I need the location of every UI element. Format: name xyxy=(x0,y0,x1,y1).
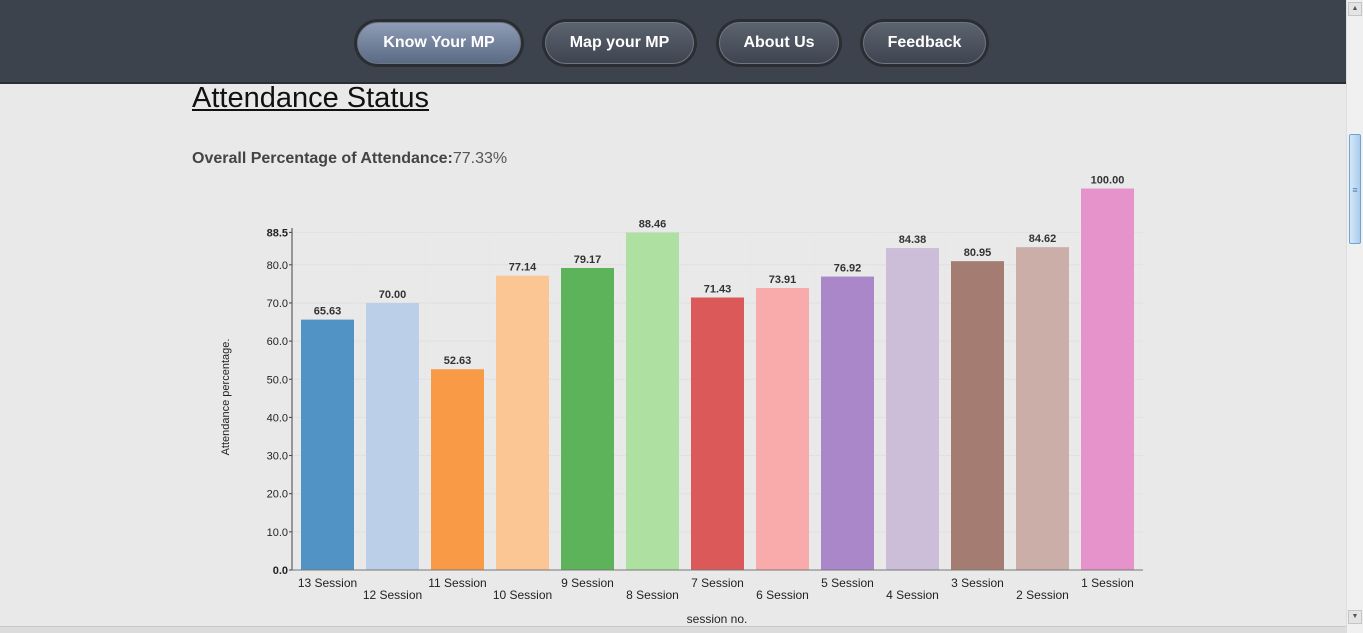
x-tick-label: 6 Session xyxy=(756,588,809,602)
data-label: 73.91 xyxy=(769,274,797,286)
nav-feedback-label: Feedback xyxy=(863,22,986,64)
bar xyxy=(886,248,939,570)
data-label: 76.92 xyxy=(834,263,862,275)
nav-map-your-mp-label: Map your MP xyxy=(545,22,694,64)
top-navigation: Know Your MP Map your MP About Us Feedba… xyxy=(0,0,1346,84)
bar xyxy=(496,275,549,570)
data-label: 80.95 xyxy=(964,247,992,259)
y-tick-label: 88.5 xyxy=(267,227,288,239)
x-tick-label: 1 Session xyxy=(1081,576,1134,590)
vertical-scrollbar[interactable]: ▲ ≡ ▼ xyxy=(1346,0,1363,633)
bar xyxy=(431,369,484,570)
bar xyxy=(1016,247,1069,571)
data-label: 71.43 xyxy=(704,283,732,295)
bar xyxy=(1081,188,1134,570)
x-tick-label: 11 Session xyxy=(428,576,486,590)
bar xyxy=(691,297,744,570)
y-tick-label: 30.0 xyxy=(267,451,288,463)
y-tick-label: 50.0 xyxy=(267,374,288,386)
x-tick-label: 12 Session xyxy=(363,588,422,602)
data-label: 70.00 xyxy=(379,289,407,301)
y-tick-label: 60.0 xyxy=(267,336,288,348)
bar xyxy=(561,267,614,570)
data-label: 77.14 xyxy=(509,262,537,274)
x-tick-label: 4 Session xyxy=(886,588,939,602)
bar xyxy=(756,288,809,570)
data-label: 65.63 xyxy=(314,306,342,318)
overall-attendance-label: Overall Percentage of Attendance: xyxy=(192,150,453,167)
data-label: 79.17 xyxy=(574,254,602,266)
x-tick-label: 10 Session xyxy=(493,588,552,602)
nav-know-your-mp-button[interactable]: Know Your MP xyxy=(354,19,524,67)
scroll-thumb[interactable]: ≡ xyxy=(1349,134,1361,244)
nav-about-us-label: About Us xyxy=(719,22,839,64)
nav-know-your-mp-label: Know Your MP xyxy=(357,22,521,64)
x-tick-label: 13 Session xyxy=(298,576,357,590)
bottom-status-bar xyxy=(0,626,1346,633)
data-label: 84.38 xyxy=(899,234,927,246)
y-tick-label: 80.0 xyxy=(267,260,288,272)
bar xyxy=(951,261,1004,570)
y-tick-label: 70.0 xyxy=(267,298,288,310)
x-tick-label: 2 Session xyxy=(1016,588,1069,602)
scroll-down-arrow-icon[interactable]: ▼ xyxy=(1348,610,1362,624)
y-axis-label: Attendance percentage. xyxy=(220,339,232,456)
nav-map-your-mp-button[interactable]: Map your MP xyxy=(542,19,697,67)
data-label: 88.46 xyxy=(639,219,667,231)
bar xyxy=(366,302,419,570)
nav-about-us-button[interactable]: About Us xyxy=(716,19,842,67)
data-label: 84.62 xyxy=(1029,233,1057,245)
y-tick-label: 10.0 xyxy=(267,527,288,539)
bar xyxy=(821,276,874,570)
bar xyxy=(301,319,354,570)
x-tick-label: 5 Session xyxy=(821,576,874,590)
data-label: 100.00 xyxy=(1091,175,1125,187)
y-tick-label: 40.0 xyxy=(267,412,288,424)
x-tick-label: 3 Session xyxy=(951,576,1004,590)
overall-attendance: Overall Percentage of Attendance:77.33% xyxy=(192,150,507,168)
x-tick-label: 9 Session xyxy=(561,576,614,590)
nav-feedback-button[interactable]: Feedback xyxy=(860,19,989,67)
scroll-up-arrow-icon[interactable]: ▲ xyxy=(1348,2,1362,16)
bar xyxy=(626,232,679,571)
data-label: 52.63 xyxy=(444,355,472,367)
x-tick-label: 7 Session xyxy=(691,576,744,590)
y-tick-label: 20.0 xyxy=(267,489,288,501)
page-title: Attendance Status xyxy=(192,82,429,114)
y-tick-label: 0.0 xyxy=(273,565,288,577)
overall-attendance-value: 77.33% xyxy=(452,150,508,167)
x-tick-label: 8 Session xyxy=(626,588,679,602)
x-axis-label: session no. xyxy=(687,612,748,626)
